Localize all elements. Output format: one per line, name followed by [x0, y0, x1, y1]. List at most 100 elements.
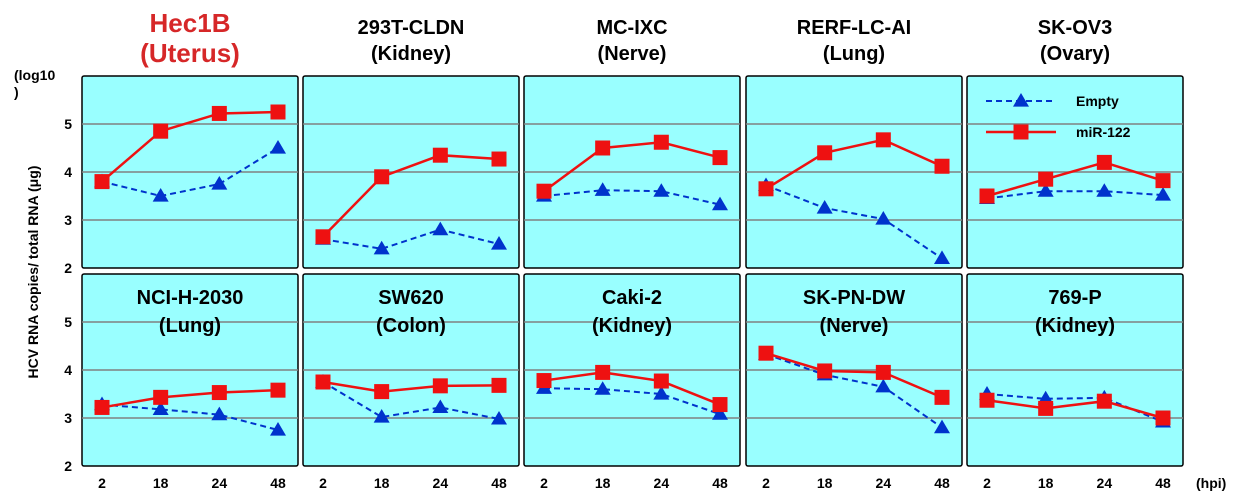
y-tick-label: 2 [64, 458, 72, 474]
data-point-mir-122 [875, 364, 891, 380]
data-point-mir-122 [934, 389, 950, 405]
panel-nci-h-2030: NCI-H-2030 (Lung) [81, 273, 299, 467]
data-point-mir-122 [491, 377, 507, 393]
panel-293t-cldn: 293T-CLDN (Kidney) [302, 17, 520, 269]
panel-title: SW620 [378, 287, 444, 309]
data-point-mir-122 [758, 345, 774, 361]
legend: Empty miR-122 [986, 93, 1131, 140]
data-point-mir-122 [817, 363, 833, 379]
data-point-mir-122 [979, 392, 995, 408]
x-tick-label: 2 [762, 475, 770, 491]
data-point-mir-122 [595, 364, 611, 380]
x-tick-label: 18 [817, 475, 833, 491]
data-point-empty [653, 183, 670, 197]
data-point-mir-122 [875, 132, 891, 148]
series-line-mir-122 [322, 380, 500, 393]
x-tick-label: 18 [153, 475, 169, 491]
data-point-mir-122 [432, 378, 448, 394]
x-axis-unit: (hpi) [1196, 475, 1226, 491]
series-line-mir-122 [765, 352, 943, 399]
data-point-empty [432, 399, 449, 414]
panel-subtitle: (Colon) [376, 315, 446, 337]
x-tick-label: 48 [491, 475, 507, 491]
data-point-empty [594, 381, 611, 395]
panel-title: RERF-LC-AI [797, 17, 911, 39]
panel-title: Hec1B [150, 8, 231, 38]
data-point-mir-122 [315, 229, 331, 245]
data-point-mir-122 [315, 374, 331, 390]
data-point-empty [594, 182, 611, 196]
series-line-mir-122 [543, 371, 721, 406]
series-line-mir-122 [986, 161, 1164, 198]
panel-title: 769-P [1048, 287, 1101, 309]
data-point-empty [816, 200, 833, 214]
data-point-empty [1155, 187, 1171, 201]
legend-label-empty: Empty [1076, 93, 1119, 109]
data-point-mir-122 [270, 382, 286, 398]
panel-subtitle: (Nerve) [820, 315, 889, 337]
data-point-mir-122 [1038, 171, 1054, 187]
y-tick-label: 4 [64, 362, 72, 378]
data-point-empty [875, 211, 892, 225]
panel-769-p: 769-P (Kidney) [966, 273, 1184, 467]
panel-sk-ov3: SK-OV3 (Ovary) [966, 17, 1184, 269]
panel-sk-pn-dw: SK-PN-DW (Nerve) [745, 273, 963, 467]
data-point-mir-122 [1155, 173, 1171, 189]
y-axis-unit: ) [14, 84, 19, 100]
data-point-empty [653, 386, 670, 400]
x-tick-label: 2 [540, 475, 548, 491]
series-line-mir-122 [543, 140, 721, 193]
panel-subtitle: (Nerve) [598, 43, 667, 65]
data-point-mir-122 [153, 123, 169, 139]
series-line-empty [322, 228, 500, 250]
series-line-mir-122 [765, 138, 943, 190]
panel-subtitle: (Lung) [159, 315, 221, 337]
data-point-mir-122 [432, 147, 448, 163]
data-point-empty [270, 140, 286, 154]
data-point-empty [373, 409, 390, 423]
data-point-mir-122 [94, 174, 110, 190]
data-point-mir-122 [934, 158, 950, 174]
data-point-empty [934, 250, 950, 264]
x-tick-label: 18 [374, 475, 390, 491]
y-axis-label: HCV RNA copies/ total RNA (μg) [25, 166, 41, 379]
series-line-empty [765, 184, 943, 260]
series-line-mir-122 [101, 388, 279, 409]
x-tick-label: 48 [712, 475, 728, 491]
data-point-mir-122 [536, 183, 552, 199]
y-tick-label: 5 [64, 314, 72, 330]
data-point-mir-122 [1038, 400, 1054, 416]
data-point-empty [875, 378, 892, 393]
data-point-mir-122 [211, 385, 227, 401]
data-point-mir-122 [595, 140, 611, 156]
series-line-mir-122 [101, 110, 279, 183]
x-tick-label: 2 [983, 475, 991, 491]
y-tick-label: 3 [64, 410, 72, 426]
data-point-empty [1096, 183, 1113, 197]
data-point-mir-122 [653, 134, 669, 150]
data-point-mir-122 [1096, 154, 1112, 170]
series-line-empty [765, 353, 943, 429]
data-point-empty [211, 176, 228, 190]
x-tick-label: 24 [654, 475, 670, 491]
panel-rerf-lc-ai: RERF-LC-AI (Lung) [745, 17, 963, 269]
legend-marker-empty [1013, 93, 1029, 107]
data-point-empty [491, 410, 507, 425]
panel-subtitle: (Lung) [823, 43, 885, 65]
series-line-mir-122 [986, 399, 1164, 420]
series-line-empty [322, 381, 500, 420]
x-tick-label: 2 [319, 475, 327, 491]
panel-subtitle: (Kidney) [371, 43, 451, 65]
data-point-empty [432, 221, 449, 236]
data-point-empty [1037, 183, 1054, 197]
data-point-empty [211, 406, 228, 421]
panel-title: SK-OV3 [1038, 17, 1112, 39]
legend-label-mir-122: miR-122 [1076, 124, 1131, 140]
data-point-mir-122 [153, 389, 169, 405]
x-tick-label: 24 [433, 475, 449, 491]
data-point-mir-122 [374, 169, 390, 185]
panel-subtitle: (Ovary) [1040, 43, 1110, 65]
x-tick-label: 24 [1097, 475, 1113, 491]
panel-title: NCI-H-2030 [137, 287, 244, 309]
data-point-mir-122 [1155, 410, 1171, 426]
